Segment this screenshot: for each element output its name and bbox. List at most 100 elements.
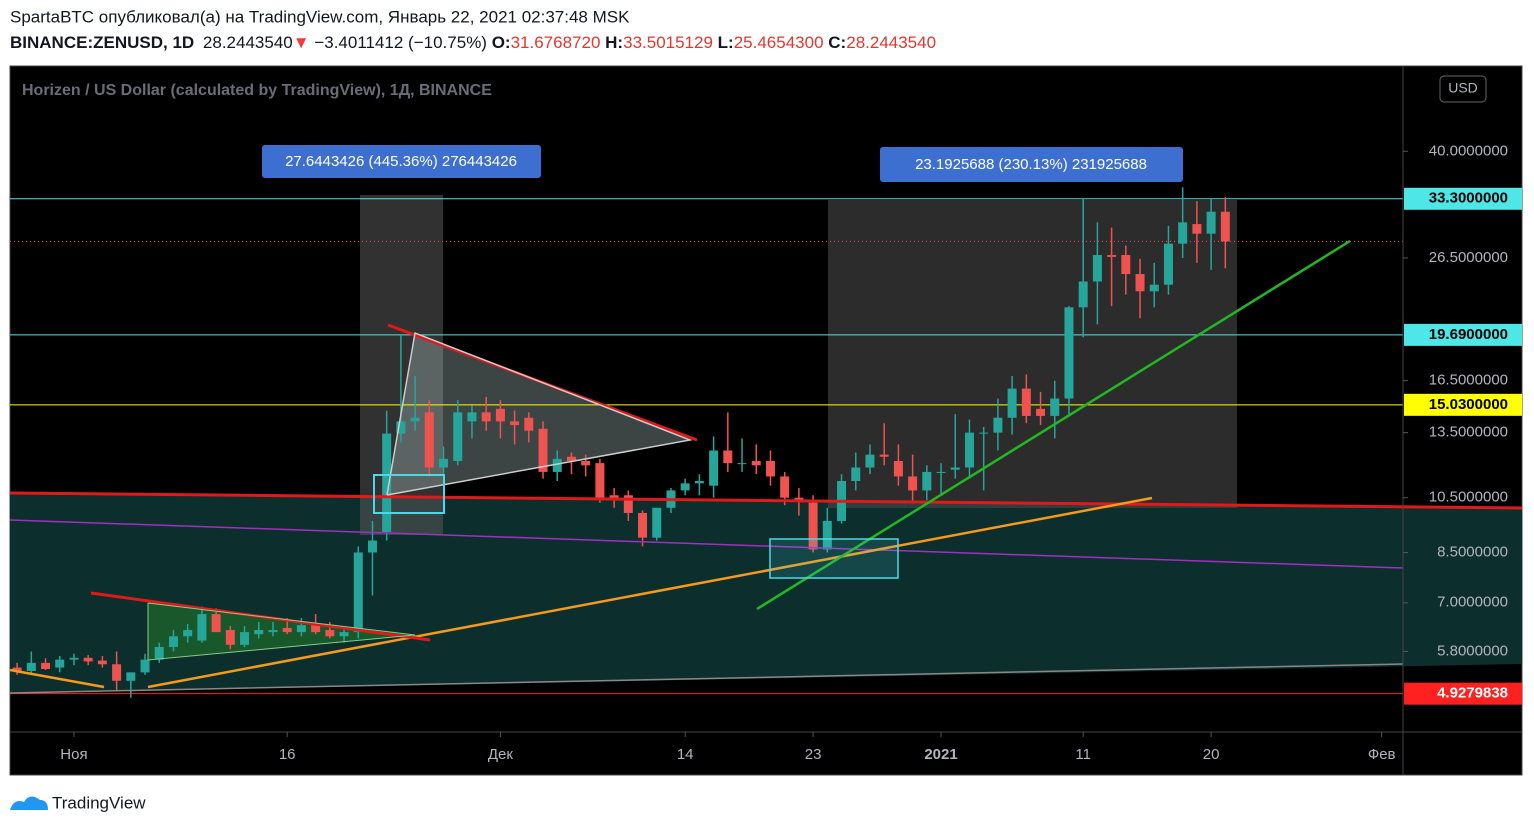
l-label: L: <box>718 33 734 52</box>
price-label: 4.9279838 <box>1437 685 1508 702</box>
candle-body <box>1178 222 1188 244</box>
candle-body <box>69 657 79 660</box>
candle-body <box>282 627 292 633</box>
measure-label: 27.6443426 (445.36%) 276443426 <box>285 153 517 170</box>
x-tick-label: Ноя <box>60 746 87 763</box>
candle-body <box>936 471 946 473</box>
trend-line <box>9 663 1404 694</box>
publish-info: SpartaBTC опубликовал(а) на TradingView.… <box>10 7 630 26</box>
candle-body <box>1121 255 1131 275</box>
price-label-bg <box>1404 323 1522 346</box>
candle-body <box>1007 388 1017 418</box>
candle-body <box>1220 211 1230 242</box>
candle-body <box>652 507 662 538</box>
axes: 40.0000000 26.5000000 16.5000000 13.5000000… <box>60 142 1522 763</box>
o-value: 31.6768720 <box>511 33 601 52</box>
y-tick-label: 16.5000000 <box>1429 372 1508 389</box>
footer-brand: TradingView <box>52 793 146 812</box>
candle-body <box>140 659 150 673</box>
y-tick-label: 13.5000000 <box>1429 424 1508 441</box>
candle-body <box>1064 307 1074 399</box>
candle-body <box>851 467 861 482</box>
candle-body <box>780 476 790 498</box>
trend-line <box>9 668 105 689</box>
candle-body <box>1192 224 1202 234</box>
candle-body <box>694 481 704 484</box>
y-tick-label: 8.5000000 <box>1437 543 1508 560</box>
trend-line <box>9 519 1404 569</box>
candle-body <box>183 630 193 637</box>
h-label: H: <box>605 33 623 52</box>
arrow: ▼ <box>293 33 310 52</box>
candle-body <box>197 614 207 641</box>
candle-body <box>481 412 491 422</box>
candle-body <box>225 630 235 645</box>
trend-line <box>9 491 1523 510</box>
quote-line: BINANCE:ZENUSD, 1D 28.2443540▼ −3.401141… <box>10 33 936 52</box>
x-tick-label: 2021 <box>924 746 957 763</box>
candle-body <box>240 632 250 645</box>
candle-body <box>1107 255 1117 257</box>
currency-label[interactable]: USD <box>1448 80 1478 96</box>
candle-body <box>1163 243 1173 285</box>
candle-body <box>538 428 548 472</box>
candle-body <box>737 463 747 465</box>
candle-body <box>353 552 363 633</box>
measure-label-bg <box>880 147 1183 182</box>
x-tick-label: 23 <box>805 746 822 763</box>
candle-body <box>623 495 633 513</box>
x-tick-label: 16 <box>279 746 296 763</box>
x-tick-label: 14 <box>677 746 694 763</box>
candle-body <box>382 433 392 532</box>
triangle-fill <box>387 333 690 495</box>
candle-body <box>254 630 264 635</box>
candle-body <box>1092 255 1102 282</box>
candle-body <box>396 421 406 434</box>
candle-body <box>566 456 576 461</box>
candle-body <box>751 460 761 466</box>
currency-button[interactable] <box>1439 75 1487 103</box>
candle-body <box>680 483 690 491</box>
candle-body <box>367 540 377 553</box>
highlight-box <box>373 474 445 514</box>
candle-body <box>581 460 591 466</box>
candle-body <box>552 458 562 472</box>
candle-body <box>339 632 349 637</box>
candle-body <box>311 625 321 633</box>
candle-body <box>268 630 278 633</box>
candle-body <box>26 662 36 671</box>
candle-body <box>453 412 463 461</box>
candle-body <box>112 664 122 681</box>
y-tick-label: 7.0000000 <box>1437 594 1508 611</box>
symbol: BINANCE:ZENUSD, 1D <box>10 33 194 52</box>
candle-body <box>908 476 918 491</box>
candle-body <box>211 614 221 633</box>
triangle <box>147 602 416 661</box>
candle-body <box>424 412 434 468</box>
l-value: 25.4654300 <box>734 33 824 52</box>
measure-label: 23.1925688 (230.13%) 231925688 <box>915 156 1147 173</box>
triangle <box>386 331 693 496</box>
channel-fill <box>10 493 1522 693</box>
y-tick-label: 40.0000000 <box>1429 142 1508 159</box>
candle-body <box>126 672 136 681</box>
candle-body <box>879 454 889 457</box>
candle-body <box>97 660 107 665</box>
candle-body <box>55 659 65 668</box>
candle-body <box>168 636 178 648</box>
candle-body <box>723 450 733 464</box>
candle-body <box>325 630 335 637</box>
x-tick-label: 20 <box>1203 746 1220 763</box>
x-tick-label: 11 <box>1075 746 1091 763</box>
h-value: 33.5015129 <box>623 33 713 52</box>
candle-body <box>467 412 477 422</box>
chart-title: Horizen / US Dollar (calculated by Tradi… <box>22 82 492 99</box>
candle-body <box>993 417 1003 433</box>
y-tick-label: 5.8000000 <box>1437 642 1508 659</box>
candle-body <box>1149 284 1159 292</box>
y-tick-label: 10.5000000 <box>1429 489 1508 506</box>
candle-body <box>638 512 648 538</box>
candle-body <box>893 460 903 477</box>
candle-body <box>822 520 832 550</box>
